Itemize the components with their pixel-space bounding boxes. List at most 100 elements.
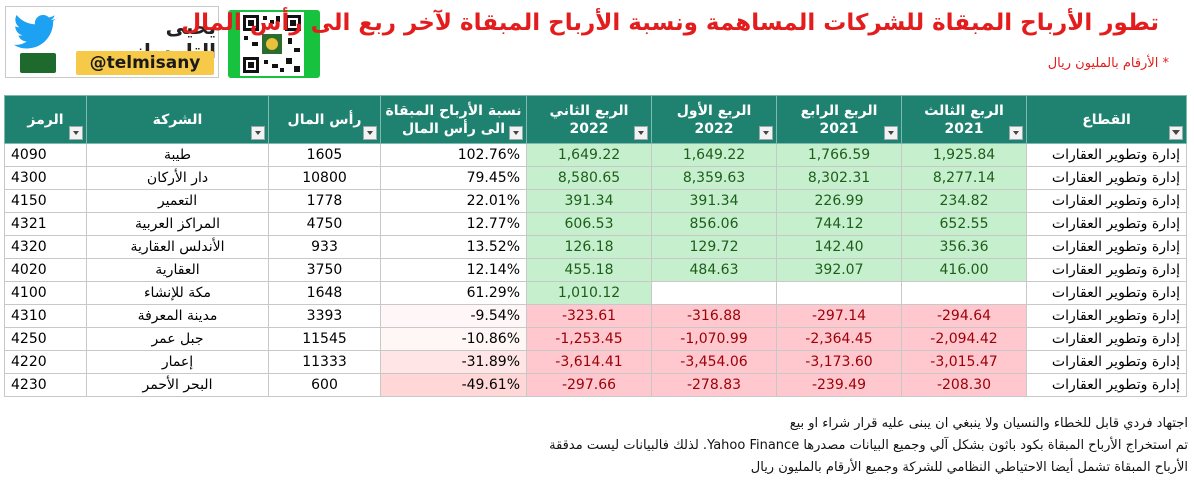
cell-sector[interactable]: إدارة وتطوير العقارات xyxy=(1026,304,1187,328)
cell-q1-2022[interactable]: 856.06 xyxy=(651,212,777,236)
cell-capital[interactable]: 3750 xyxy=(268,258,381,282)
cell-company[interactable]: البحر الأحمر xyxy=(86,373,269,397)
cell-q2-2022[interactable]: -297.66 xyxy=(526,373,652,397)
cell-company[interactable]: جبل عمر xyxy=(86,327,269,351)
filter-dropdown-icon[interactable] xyxy=(1009,126,1023,140)
cell-q3-2021[interactable]: -2,094.42 xyxy=(901,327,1027,351)
filter-dropdown-icon[interactable] xyxy=(759,126,773,140)
cell-capital[interactable]: 1605 xyxy=(268,143,381,167)
cell-q1-2022[interactable]: 1,649.22 xyxy=(651,143,777,167)
cell-q3-2021[interactable] xyxy=(901,281,1027,305)
cell-q4-2021[interactable]: -2,364.45 xyxy=(776,327,902,351)
cell-q2-2022[interactable]: 455.18 xyxy=(526,258,652,282)
cell-q1-2022[interactable]: -1,070.99 xyxy=(651,327,777,351)
cell-sector[interactable]: إدارة وتطوير العقارات xyxy=(1026,212,1187,236)
cell-q4-2021[interactable]: 392.07 xyxy=(776,258,902,282)
cell-q4-2021[interactable]: -297.14 xyxy=(776,304,902,328)
cell-q1-2022[interactable]: -3,454.06 xyxy=(651,350,777,374)
cell-capital[interactable]: 600 xyxy=(268,373,381,397)
cell-q4-2021[interactable]: 142.40 xyxy=(776,235,902,259)
cell-q3-2021[interactable]: -294.64 xyxy=(901,304,1027,328)
cell-code[interactable]: 4300 xyxy=(4,166,87,190)
cell-q3-2021[interactable]: 234.82 xyxy=(901,189,1027,213)
cell-capital[interactable]: 933 xyxy=(268,235,381,259)
cell-q2-2022[interactable]: 1,649.22 xyxy=(526,143,652,167)
cell-q1-2022[interactable]: -278.83 xyxy=(651,373,777,397)
cell-company[interactable]: العقارية xyxy=(86,258,269,282)
cell-ratio[interactable]: 79.45% xyxy=(380,166,527,190)
cell-q2-2022[interactable]: 1,010.12 xyxy=(526,281,652,305)
cell-q3-2021[interactable]: 416.00 xyxy=(901,258,1027,282)
cell-company[interactable]: مدينة المعرفة xyxy=(86,304,269,328)
filter-dropdown-icon[interactable] xyxy=(634,126,648,140)
filter-dropdown-icon[interactable] xyxy=(509,126,523,140)
cell-capital[interactable]: 3393 xyxy=(268,304,381,328)
cell-q4-2021[interactable]: -3,173.60 xyxy=(776,350,902,374)
cell-q1-2022[interactable]: 8,359.63 xyxy=(651,166,777,190)
cell-company[interactable]: المراكز العربية xyxy=(86,212,269,236)
cell-sector[interactable]: إدارة وتطوير العقارات xyxy=(1026,258,1187,282)
cell-code[interactable]: 4230 xyxy=(4,373,87,397)
cell-q2-2022[interactable]: -3,614.41 xyxy=(526,350,652,374)
cell-ratio[interactable]: 61.29% xyxy=(380,281,527,305)
cell-q3-2021[interactable]: 8,277.14 xyxy=(901,166,1027,190)
cell-q4-2021[interactable] xyxy=(776,281,902,305)
cell-q2-2022[interactable]: 8,580.65 xyxy=(526,166,652,190)
cell-capital[interactable]: 1648 xyxy=(268,281,381,305)
cell-capital[interactable]: 1778 xyxy=(268,189,381,213)
cell-q1-2022[interactable] xyxy=(651,281,777,305)
cell-q2-2022[interactable]: 606.53 xyxy=(526,212,652,236)
cell-code[interactable]: 4321 xyxy=(4,212,87,236)
cell-ratio[interactable]: 13.52% xyxy=(380,235,527,259)
cell-q2-2022[interactable]: 391.34 xyxy=(526,189,652,213)
cell-code[interactable]: 4250 xyxy=(4,327,87,351)
cell-ratio[interactable]: 22.01% xyxy=(380,189,527,213)
cell-q1-2022[interactable]: 484.63 xyxy=(651,258,777,282)
cell-sector[interactable]: إدارة وتطوير العقارات xyxy=(1026,373,1187,397)
cell-q4-2021[interactable]: 744.12 xyxy=(776,212,902,236)
cell-sector[interactable]: إدارة وتطوير العقارات xyxy=(1026,189,1187,213)
cell-q2-2022[interactable]: -323.61 xyxy=(526,304,652,328)
cell-code[interactable]: 4020 xyxy=(4,258,87,282)
filter-dropdown-icon[interactable] xyxy=(363,126,377,140)
cell-capital[interactable]: 4750 xyxy=(268,212,381,236)
cell-q3-2021[interactable]: 1,925.84 xyxy=(901,143,1027,167)
cell-ratio[interactable]: 102.76% xyxy=(380,143,527,167)
cell-q4-2021[interactable]: -239.49 xyxy=(776,373,902,397)
cell-code[interactable]: 4150 xyxy=(4,189,87,213)
cell-code[interactable]: 4100 xyxy=(4,281,87,305)
cell-capital[interactable]: 11333 xyxy=(268,350,381,374)
cell-q3-2021[interactable]: -208.30 xyxy=(901,373,1027,397)
cell-sector[interactable]: إدارة وتطوير العقارات xyxy=(1026,235,1187,259)
cell-company[interactable]: طيبة xyxy=(86,143,269,167)
cell-q1-2022[interactable]: -316.88 xyxy=(651,304,777,328)
cell-sector[interactable]: إدارة وتطوير العقارات xyxy=(1026,327,1187,351)
cell-code[interactable]: 4310 xyxy=(4,304,87,328)
cell-code[interactable]: 4090 xyxy=(4,143,87,167)
cell-company[interactable]: التعمير xyxy=(86,189,269,213)
cell-sector[interactable]: إدارة وتطوير العقارات xyxy=(1026,143,1187,167)
cell-sector[interactable]: إدارة وتطوير العقارات xyxy=(1026,281,1187,305)
cell-q4-2021[interactable]: 226.99 xyxy=(776,189,902,213)
cell-q1-2022[interactable]: 129.72 xyxy=(651,235,777,259)
cell-ratio[interactable]: -9.54% xyxy=(380,304,527,328)
cell-ratio[interactable]: -31.89% xyxy=(380,350,527,374)
cell-q4-2021[interactable]: 1,766.59 xyxy=(776,143,902,167)
cell-ratio[interactable]: 12.77% xyxy=(380,212,527,236)
cell-ratio[interactable]: 12.14% xyxy=(380,258,527,282)
filter-active-icon[interactable] xyxy=(1169,126,1183,140)
cell-capital[interactable]: 10800 xyxy=(268,166,381,190)
cell-ratio[interactable]: -49.61% xyxy=(380,373,527,397)
cell-company[interactable]: دار الأركان xyxy=(86,166,269,190)
cell-company[interactable]: إعمار xyxy=(86,350,269,374)
cell-code[interactable]: 4320 xyxy=(4,235,87,259)
cell-q4-2021[interactable]: 8,302.31 xyxy=(776,166,902,190)
cell-q3-2021[interactable]: 356.36 xyxy=(901,235,1027,259)
cell-capital[interactable]: 11545 xyxy=(268,327,381,351)
cell-q2-2022[interactable]: -1,253.45 xyxy=(526,327,652,351)
cell-q3-2021[interactable]: -3,015.47 xyxy=(901,350,1027,374)
filter-dropdown-icon[interactable] xyxy=(69,126,83,140)
cell-q2-2022[interactable]: 126.18 xyxy=(526,235,652,259)
cell-q1-2022[interactable]: 391.34 xyxy=(651,189,777,213)
cell-sector[interactable]: إدارة وتطوير العقارات xyxy=(1026,350,1187,374)
